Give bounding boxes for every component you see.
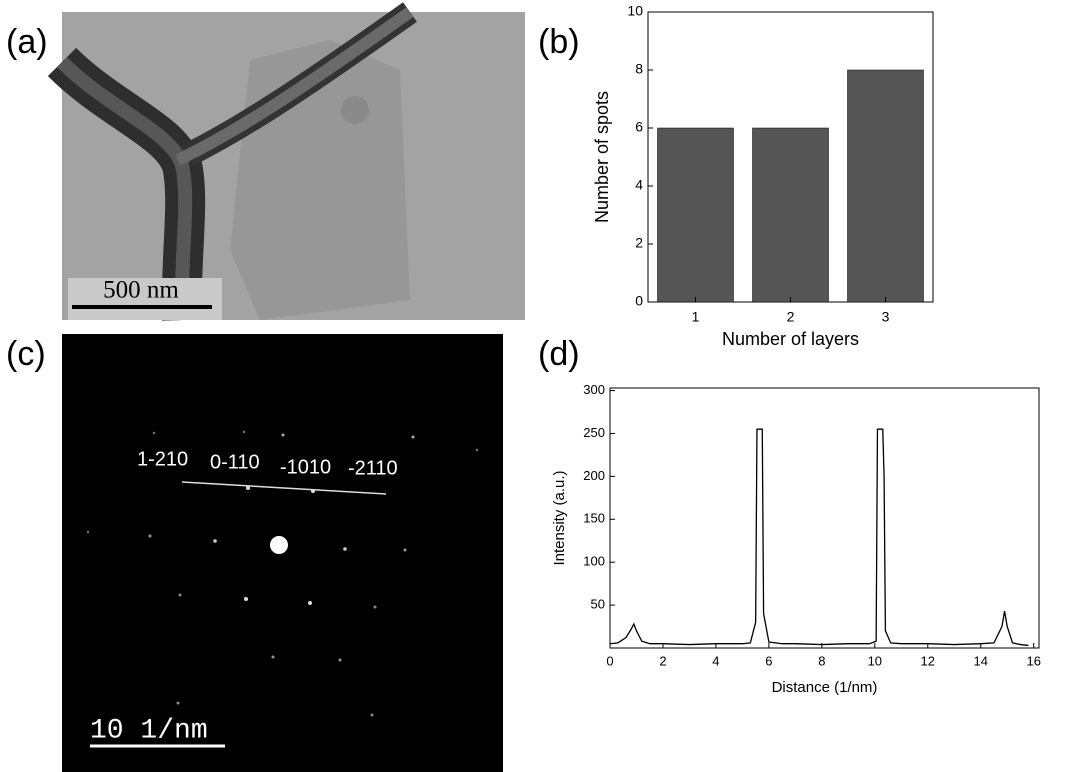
y-tick-label: 2 <box>635 235 643 251</box>
figure: 500 nm (a) (b) 1-210 0-110 -1010 -2110 1… <box>0 0 1070 772</box>
y-axis-label: Number of spots <box>592 91 612 223</box>
x-tick-label: 10 <box>868 653 882 668</box>
diffraction-image: 1-210 0-110 -1010 -2110 10 1/nm <box>62 334 503 772</box>
scale-bar-label: 10 1/nm <box>90 715 208 746</box>
y-tick-label: 8 <box>635 61 643 77</box>
data-line <box>610 429 1028 645</box>
x-axis-label: Distance (1/nm) <box>772 679 878 696</box>
x-tick-label: 4 <box>712 653 719 668</box>
bar <box>753 128 829 302</box>
panel-label: (a) <box>6 23 48 61</box>
x-tick-label: 1 <box>692 309 700 325</box>
scale-bar-label: 500 nm <box>103 277 179 304</box>
plot-frame <box>610 388 1039 648</box>
y-tick-label: 6 <box>635 119 643 135</box>
y-tick-label: 10 <box>627 3 643 19</box>
x-axis-label: Number of layers <box>722 329 859 349</box>
bar <box>848 70 924 302</box>
bar <box>658 128 734 302</box>
y-tick-label: 300 <box>583 382 605 397</box>
y-tick-label: 0 <box>635 293 643 309</box>
spot-label: -2110 <box>348 457 398 479</box>
x-tick-label: 2 <box>659 653 666 668</box>
spot-label: 1-210 <box>137 448 188 470</box>
x-tick-label: 16 <box>1026 653 1040 668</box>
y-tick-label: 200 <box>583 468 605 483</box>
x-tick-label: 6 <box>765 653 772 668</box>
x-tick-label: 3 <box>882 309 890 325</box>
x-tick-label: 8 <box>818 653 825 668</box>
y-tick-label: 150 <box>583 511 605 526</box>
spot-label: -1010 <box>280 456 331 478</box>
y-tick-label: 4 <box>635 177 643 193</box>
panel-label: (b) <box>538 23 580 61</box>
y-tick-label: 100 <box>583 554 605 569</box>
panel-label: (d) <box>538 335 580 373</box>
x-tick-label: 0 <box>606 653 613 668</box>
tem-image: 500 nm <box>62 12 525 320</box>
x-tick-label: 14 <box>974 653 988 668</box>
x-tick-label: 12 <box>921 653 935 668</box>
y-tick-label: 250 <box>583 425 605 440</box>
panel-label: (c) <box>6 335 46 373</box>
spot-label: 0-110 <box>210 451 260 473</box>
y-tick-label: 50 <box>591 597 605 612</box>
x-tick-label: 2 <box>787 309 795 325</box>
y-axis-label: Intensity (a.u.) <box>551 470 568 565</box>
